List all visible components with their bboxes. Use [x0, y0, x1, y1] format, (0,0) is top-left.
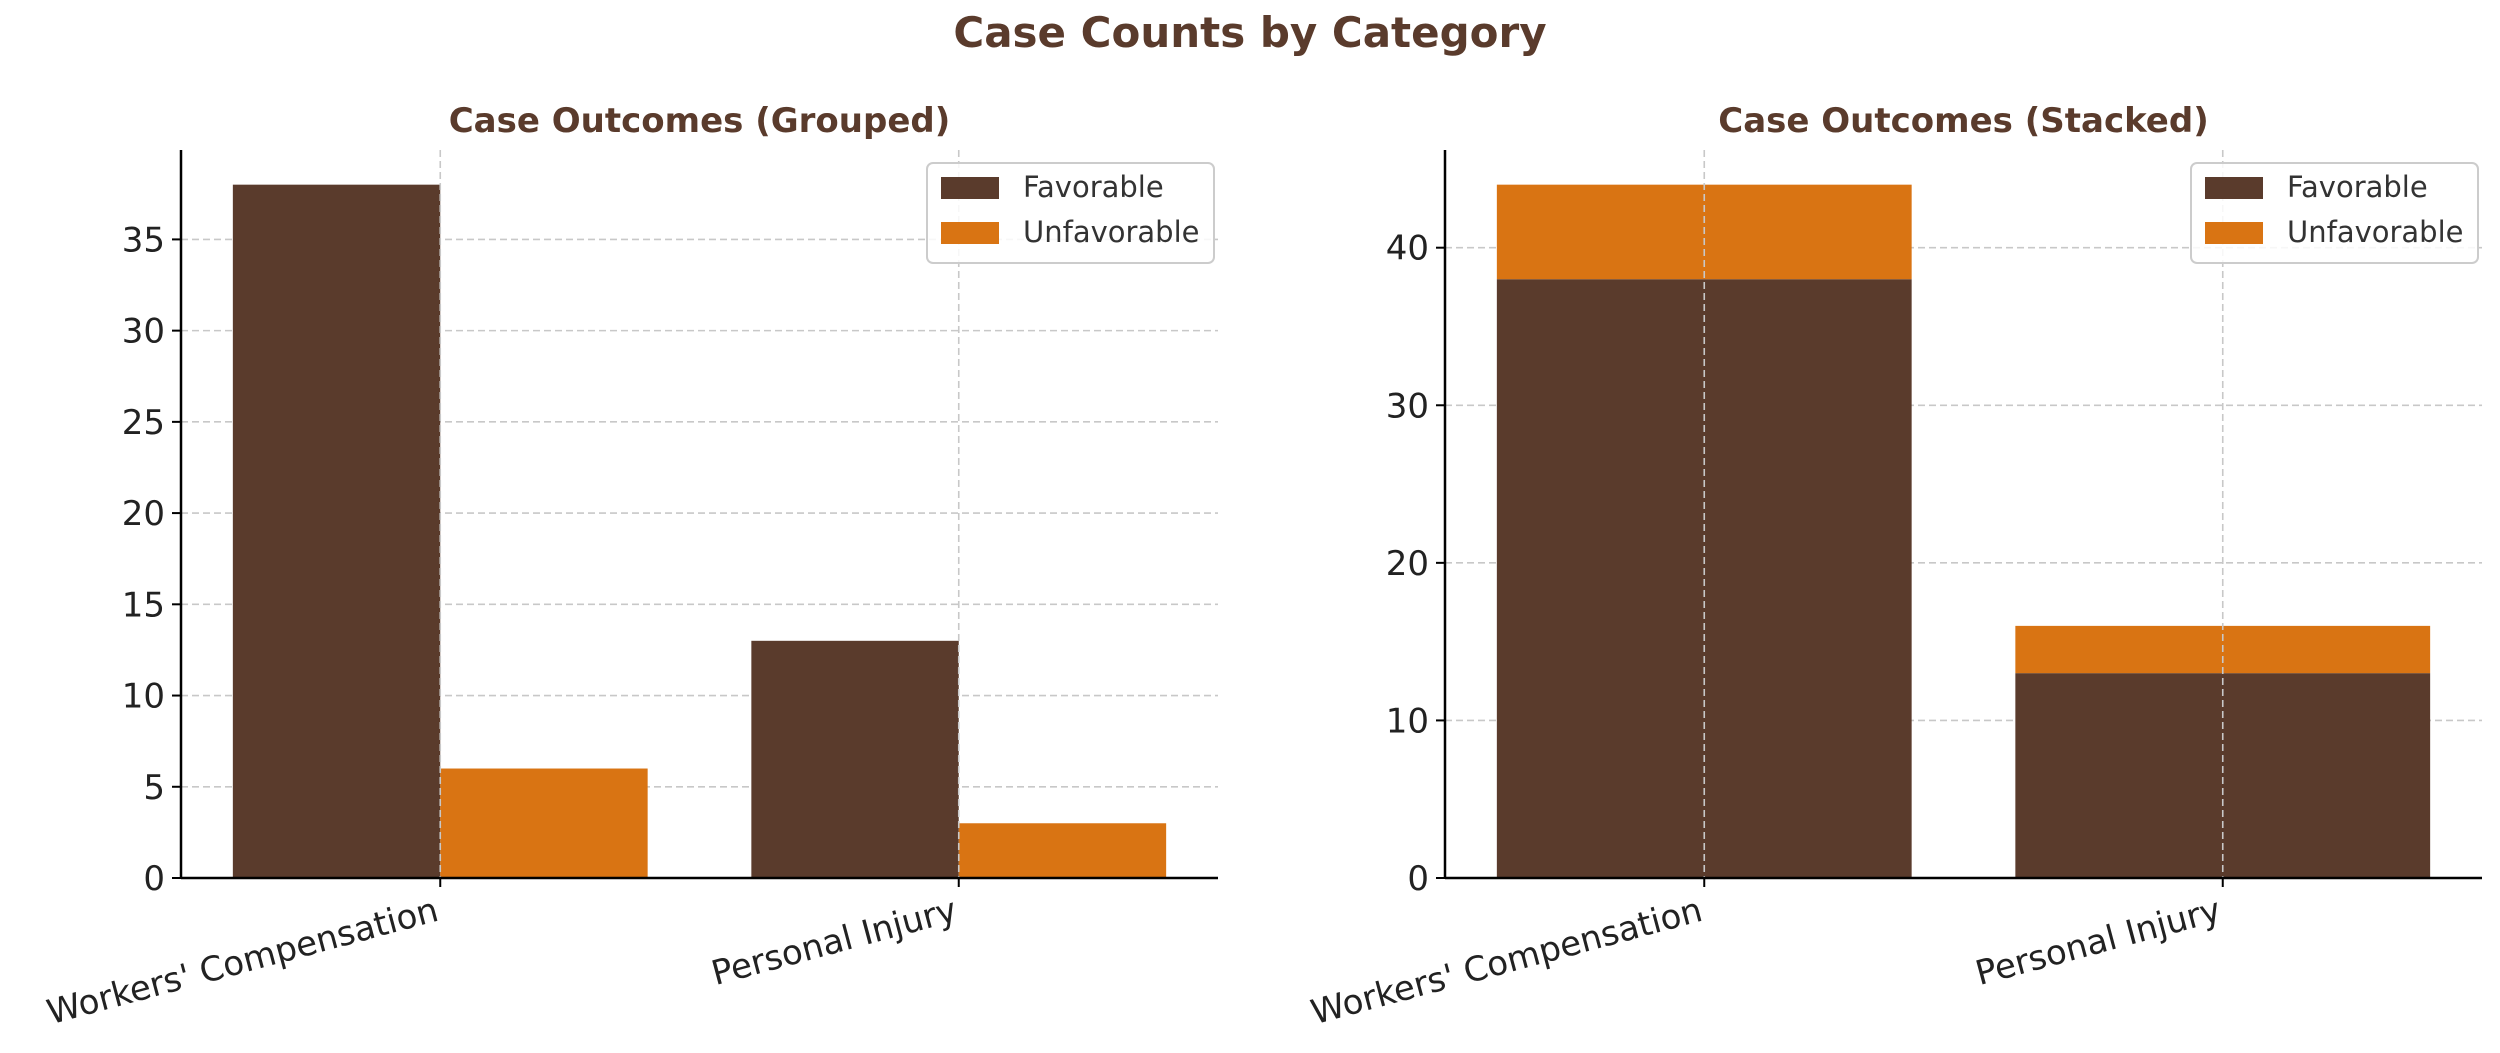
grouped-y-tick-label: 10: [122, 677, 165, 717]
grouped-legend-label-favorable: Favorable: [1023, 170, 1164, 204]
grouped-x-tick-label: Workers' Compensation: [43, 890, 443, 1033]
stacked-x-tick-label: Workers' Compensation: [1307, 890, 1707, 1033]
stacked-legend: Favorable Unfavorable: [2190, 162, 2479, 264]
grouped-y-tick-label: 30: [122, 312, 165, 352]
grouped-legend: Favorable Unfavorable: [926, 162, 1215, 264]
grouped-y-tick-label: 35: [122, 220, 165, 260]
grouped-y-tick-label: 5: [143, 768, 165, 808]
grouped-legend-swatch-unfavorable: [941, 222, 999, 244]
stacked-legend-swatch-unfavorable: [2205, 222, 2263, 244]
stacked-legend-swatch-favorable: [2205, 177, 2263, 199]
grouped-chart: Case Outcomes (Grouped) 0 5 10 15 20 25 30 35 Wor…: [43, 101, 1218, 1033]
stacked-y-tick-label: 0: [1407, 859, 1429, 899]
grouped-legend-label-unfavorable: Unfavorable: [1023, 215, 1200, 249]
grouped-bar-favorable-personal-injury: [751, 640, 959, 878]
grouped-x-tick-label: Personal Injury: [707, 890, 961, 994]
grouped-chart-title: Case Outcomes (Grouped): [449, 101, 951, 141]
grouped-bar-unfavorable-personal-injury: [958, 823, 1167, 878]
stacked-legend-label-favorable: Favorable: [2287, 170, 2428, 204]
stacked-legend-label-unfavorable: Unfavorable: [2287, 215, 2464, 249]
grouped-y-tick-label: 25: [122, 403, 165, 443]
grouped-bar-unfavorable-workers-compensation: [440, 768, 648, 878]
stacked-y-tick-label: 20: [1386, 544, 1429, 584]
grouped-y-tick-label: 15: [122, 585, 165, 625]
grouped-bar-favorable-workers-compensation: [232, 184, 441, 878]
stacked-chart: Case Outcomes (Stacked) 0 10 20 30 40 Workers'…: [1307, 101, 2482, 1033]
stacked-y-tick-label: 30: [1386, 386, 1429, 426]
grouped-y-tick-label: 0: [143, 859, 165, 899]
grouped-y-tick-label: 20: [122, 494, 165, 534]
stacked-y-tick-label: 40: [1386, 229, 1429, 269]
stacked-x-tick-label: Personal Injury: [1971, 890, 2225, 994]
grouped-legend-swatch-favorable: [941, 177, 999, 199]
figure-title: Case Counts by Category: [953, 8, 1547, 57]
stacked-y-tick-label: 10: [1386, 701, 1429, 741]
stacked-chart-title: Case Outcomes (Stacked): [1718, 101, 2208, 141]
